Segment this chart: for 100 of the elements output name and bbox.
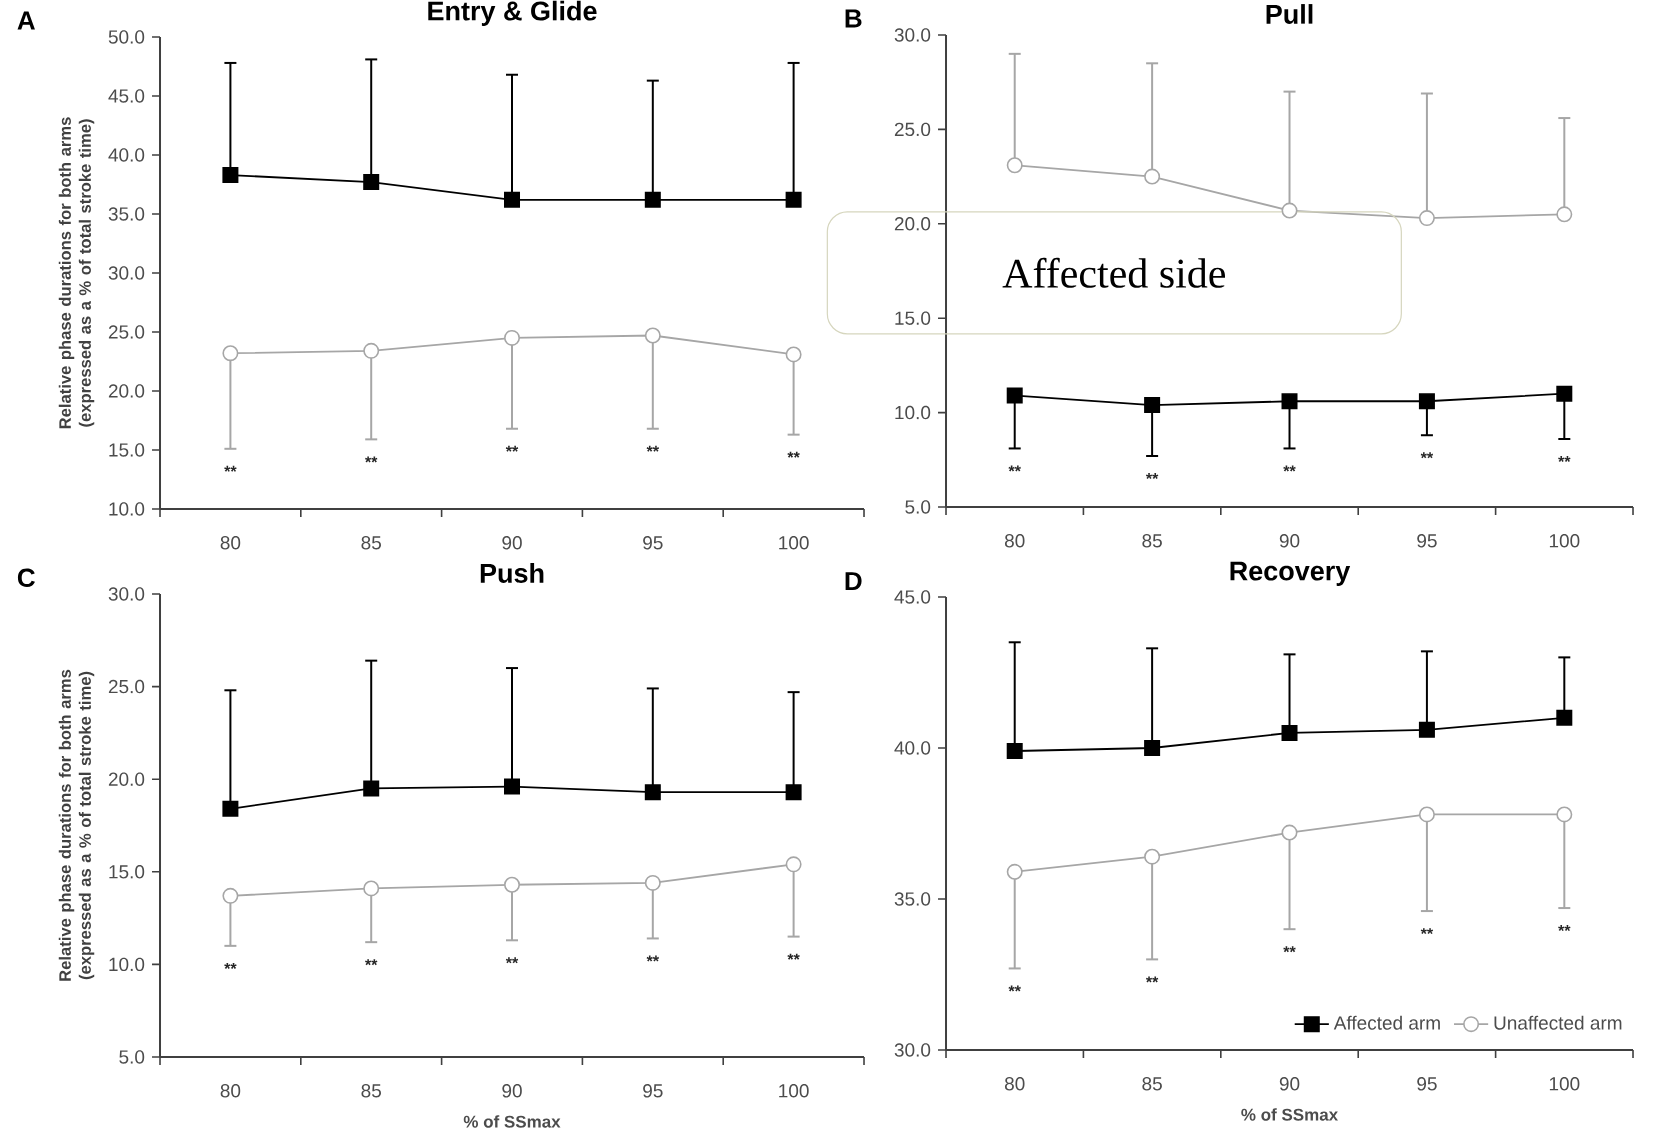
annotation: **: [1145, 976, 1159, 983]
point: [1281, 202, 1298, 219]
y-tick-label: 25.0: [108, 679, 145, 694]
x-tick-label: 100: [779, 1084, 809, 1098]
point: [1281, 824, 1298, 841]
y-tick-label: 35.0: [108, 207, 145, 221]
point: [222, 800, 239, 817]
x-tick-label: 80: [220, 1084, 241, 1098]
annotation: **: [365, 456, 378, 463]
y-tick-label: 30.0: [894, 1043, 931, 1057]
y-tick-label: 10.0: [109, 502, 145, 516]
x-tick-label: 85: [361, 1084, 381, 1098]
y-tick-label: 15.0: [109, 865, 145, 879]
y-tick-label: 25.0: [108, 325, 145, 339]
annotation: **: [1008, 465, 1021, 472]
chart-title: Pull: [1266, 4, 1313, 24]
point: [504, 329, 521, 346]
y-axis-title: Relative phase durations for both arms (expressed as a % of total stroke time): [58, 117, 95, 429]
x-axis-title: % of SSmax: [463, 1115, 561, 1128]
point: [1556, 806, 1573, 823]
y-tick-label: 20.0: [108, 384, 145, 398]
point: [222, 345, 239, 362]
point: [1556, 206, 1573, 223]
x-tick-label: 80: [1004, 534, 1025, 548]
y-tick-label: 50.0: [108, 30, 145, 44]
annotation: **: [1420, 452, 1434, 459]
chart-title: Recovery: [1230, 561, 1351, 586]
point: [1144, 848, 1161, 865]
y-tick-label: 40.0: [894, 741, 931, 755]
point: [644, 874, 661, 891]
y-tick-label: 15.0: [895, 311, 931, 325]
annotation: **: [646, 955, 660, 962]
y-tick-label: 35.0: [894, 892, 931, 906]
annotation: **: [505, 957, 519, 964]
y-tick-label: 5.0: [119, 1050, 145, 1064]
y-tick-label: 30.0: [108, 266, 145, 280]
y-tick-label: 30.0: [108, 587, 145, 601]
x-tick-label: 90: [502, 536, 522, 550]
legend-label: Affected arm: [1333, 1015, 1440, 1030]
annotation: **: [1558, 925, 1571, 932]
y-tick-label: 40.0: [108, 148, 145, 162]
y-tick-label: 20.0: [108, 772, 145, 786]
y-axis-title: Relative phase durations for both arms (expressed as a % of total stroke time): [58, 669, 95, 981]
annotation: **: [224, 962, 237, 969]
annotation: Affected side: [1002, 257, 1225, 288]
x-tick-label: 80: [1004, 1077, 1025, 1091]
text: B: [845, 9, 862, 28]
legend-label: Unaffected arm: [1494, 1015, 1622, 1030]
annotation: **: [787, 451, 800, 458]
y-tick-label: 25.0: [894, 122, 931, 137]
x-tick-label: 80: [220, 536, 241, 550]
y-tick-label: 10.0: [109, 957, 145, 972]
point: [1281, 393, 1298, 410]
point: [504, 778, 521, 795]
y-tick-label: 5.0: [905, 500, 931, 514]
point: [1144, 397, 1161, 414]
x-tick-label: 100: [1549, 1077, 1580, 1091]
annotation: **: [365, 959, 378, 966]
annotation: **: [1145, 473, 1159, 480]
point: [363, 880, 380, 897]
x-tick-label: 90: [502, 1084, 522, 1098]
point: [363, 780, 380, 797]
point: [1144, 168, 1161, 185]
point: [363, 342, 380, 359]
point: [1418, 806, 1435, 823]
x-tick-label: 85: [1142, 1077, 1162, 1091]
point: [1006, 157, 1023, 174]
point: [1556, 709, 1573, 726]
point: [1418, 393, 1435, 410]
point: [222, 167, 239, 184]
x-tick-label: 95: [643, 536, 663, 550]
point: [644, 191, 661, 208]
point: [222, 887, 239, 904]
x-tick-label: 95: [1417, 1077, 1437, 1091]
annotation: **: [1283, 465, 1296, 472]
x-tick-label: 90: [1279, 1077, 1300, 1091]
x-tick-label: 90: [1279, 534, 1300, 548]
point: [1418, 210, 1435, 227]
annotation: **: [1008, 985, 1021, 992]
annotation: **: [787, 953, 800, 960]
y-tick-label: 10.0: [895, 405, 931, 420]
y-tick-label: 20.0: [894, 217, 931, 231]
annotation: **: [224, 465, 237, 472]
text: A: [17, 11, 35, 30]
point: [644, 784, 661, 801]
point: [785, 856, 802, 873]
point: [1006, 863, 1023, 880]
point: [644, 327, 661, 344]
point: [1006, 743, 1023, 759]
x-tick-label: 100: [779, 536, 809, 550]
point: [1418, 721, 1435, 738]
chart-title: Entry & Glide: [428, 0, 597, 26]
point: [1281, 724, 1298, 741]
point: [785, 346, 802, 363]
x-tick-label: 95: [1417, 534, 1437, 548]
point: [363, 174, 380, 191]
annotation: **: [1283, 946, 1296, 953]
chart-title: Push: [480, 563, 544, 583]
point: [785, 191, 802, 208]
y-tick-label: 45.0: [894, 590, 931, 604]
